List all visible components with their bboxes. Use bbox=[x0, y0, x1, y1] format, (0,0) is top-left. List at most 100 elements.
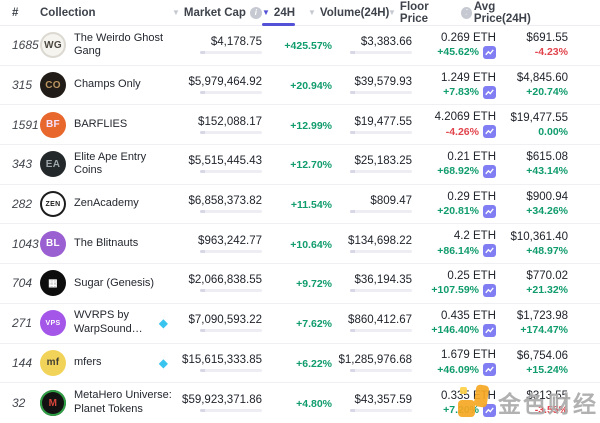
change-24h: +9.72% bbox=[296, 278, 332, 291]
column-header-collection: Collection bbox=[40, 3, 172, 23]
column-header-market_cap[interactable]: ▼ Market Cap i bbox=[172, 3, 262, 23]
floor-price-value: 0.435 ETH bbox=[441, 309, 496, 322]
floor-price-change: +7.83% bbox=[443, 86, 479, 99]
sparkline-icon[interactable] bbox=[483, 244, 496, 258]
avg-price-change: -4.23% bbox=[534, 46, 568, 59]
table-row[interactable]: 271 VPS WVRPS by WarpSound… ◆ $7,090,593… bbox=[0, 304, 600, 344]
collection-name[interactable]: The Blitnauts bbox=[74, 236, 139, 249]
column-header-avg[interactable]: ▼ Avg Price(24H) bbox=[462, 0, 584, 29]
market-cap-bar bbox=[200, 170, 262, 174]
floor-price-value: 4.2069 ETH bbox=[434, 111, 496, 124]
volume-value: $39,579.93 bbox=[354, 76, 412, 89]
column-header-volume[interactable]: ▼ Volume(24H) bbox=[308, 3, 412, 23]
collection-name[interactable]: The Weirdo Ghost Gang bbox=[74, 31, 164, 58]
table-row[interactable]: 282 ZEN ZenAcademy ◆ $6,858,373.82 +11.5… bbox=[0, 185, 600, 225]
info-icon[interactable]: i bbox=[460, 6, 472, 19]
avg-price-value: $4,845.60 bbox=[516, 72, 568, 85]
sparkline-icon[interactable] bbox=[483, 363, 496, 377]
table-row[interactable]: 144 mf mfers ◆ $15,615,333.85 +6.22% $1,… bbox=[0, 344, 600, 384]
volume-value: $860,412.67 bbox=[348, 314, 412, 327]
collection-avatar: VPS bbox=[40, 310, 66, 337]
rank: 704 bbox=[12, 276, 33, 291]
avg-price-change: +34.26% bbox=[526, 205, 568, 218]
table-row[interactable]: 1685 WG The Weirdo Ghost Gang ◆ $4,178.7… bbox=[0, 26, 600, 66]
column-header-h24[interactable]: ▼ 24H bbox=[262, 3, 332, 26]
collection-name[interactable]: ZenAcademy bbox=[74, 197, 139, 210]
avg-price-change: 0.00% bbox=[538, 125, 568, 138]
sparkline-icon[interactable] bbox=[483, 204, 496, 218]
market-cap-bar bbox=[200, 51, 262, 55]
market-cap-value: $4,178.75 bbox=[210, 36, 262, 49]
sort-caret-icon: ▼ bbox=[462, 7, 470, 17]
collection-name[interactable]: MetaHero Universe: Planet Tokens bbox=[74, 389, 172, 416]
floor-price-value: 1.249 ETH bbox=[441, 71, 496, 84]
volume-value: $19,477.55 bbox=[354, 115, 412, 128]
market-cap-value: $5,515,445.43 bbox=[188, 155, 262, 168]
avg-price-change: +174.47% bbox=[520, 324, 568, 337]
column-label: 24H bbox=[273, 6, 296, 19]
avg-price-change: +43.14% bbox=[526, 165, 568, 178]
table-row[interactable]: 704 ▦ Sugar (Genesis) ◆ $2,066,838.55 +9… bbox=[0, 264, 600, 304]
column-label: # bbox=[12, 6, 19, 19]
table-row[interactable]: 1591 BF BARFLIES ◆ $152,088.17 +12.99% $… bbox=[0, 105, 600, 146]
floor-price-change: +46.09% bbox=[437, 363, 479, 376]
change-24h: +6.22% bbox=[296, 357, 332, 370]
avg-price-change: +48.97% bbox=[526, 244, 568, 257]
collection-name[interactable]: WVRPS by WarpSound… bbox=[74, 309, 143, 336]
change-24h: +4.80% bbox=[296, 398, 332, 411]
market-cap-bar bbox=[200, 249, 262, 253]
avg-price-change: +15.24% bbox=[526, 363, 568, 376]
column-label: Volume(24H) bbox=[319, 6, 390, 19]
table-row[interactable]: 1043 BL The Blitnauts ◆ $963,242.77 +10.… bbox=[0, 224, 600, 265]
column-header-floor[interactable]: ▼ Floor Price i bbox=[388, 0, 496, 29]
collection-name[interactable]: BARFLIES bbox=[74, 117, 128, 130]
volume-bar bbox=[350, 249, 412, 253]
volume-value: $134,698.22 bbox=[348, 234, 412, 247]
collection-avatar: ZEN bbox=[40, 191, 66, 218]
rank: 144 bbox=[12, 355, 33, 370]
column-label: Market Cap bbox=[183, 6, 246, 19]
volume-bar bbox=[350, 210, 412, 214]
change-24h: +12.70% bbox=[290, 159, 332, 172]
sparkline-icon[interactable] bbox=[483, 125, 496, 139]
collection-name[interactable]: mfers bbox=[74, 355, 102, 368]
avg-price-value: $6,754.06 bbox=[516, 349, 568, 362]
floor-price-change: +20.81% bbox=[437, 205, 479, 218]
sort-caret-icon: ▼ bbox=[172, 7, 180, 17]
avg-price-value: $10,361.40 bbox=[510, 230, 568, 243]
sparkline-icon[interactable] bbox=[483, 45, 496, 59]
sparkline-icon[interactable] bbox=[483, 403, 496, 417]
sparkline-icon[interactable] bbox=[483, 164, 496, 178]
rank: 1043 bbox=[12, 236, 39, 251]
collection-name[interactable]: Elite Ape Entry Coins bbox=[74, 150, 147, 177]
market-cap-bar bbox=[200, 210, 262, 214]
avg-price-value: $615.08 bbox=[526, 151, 568, 164]
floor-price-value: 0.29 ETH bbox=[447, 190, 496, 203]
column-label: Floor Price bbox=[399, 0, 429, 25]
collection-avatar: mf bbox=[40, 349, 66, 376]
sort-caret-icon: ▼ bbox=[388, 7, 396, 17]
sparkline-icon[interactable] bbox=[483, 283, 496, 297]
collection-name[interactable]: Champs Only bbox=[74, 78, 141, 91]
collection-avatar: BL bbox=[40, 230, 66, 257]
market-cap-bar bbox=[200, 329, 262, 333]
sparkline-icon[interactable] bbox=[483, 323, 496, 337]
table-row[interactable]: 315 CO Champs Only ◆ $5,979,464.92 +20.9… bbox=[0, 66, 600, 106]
volume-value: $1,285,976.68 bbox=[338, 353, 412, 366]
avg-price-value: $691.55 bbox=[526, 32, 568, 45]
avg-price-value: $770.02 bbox=[526, 270, 568, 283]
sparkline-icon[interactable] bbox=[483, 85, 496, 99]
diamond-icon: ◆ bbox=[158, 355, 168, 370]
table-row[interactable]: 343 EA Elite Ape Entry Coins ◆ $5,515,44… bbox=[0, 145, 600, 185]
market-cap-value: $59,923,371.86 bbox=[182, 394, 262, 407]
floor-price-change: +86.14% bbox=[437, 244, 479, 257]
volume-bar bbox=[350, 329, 412, 333]
collection-name[interactable]: Sugar (Genesis) bbox=[74, 276, 155, 289]
floor-price-value: 0.269 ETH bbox=[441, 31, 496, 44]
collection-avatar: ▦ bbox=[40, 270, 66, 297]
change-24h: +7.62% bbox=[296, 318, 332, 331]
info-icon[interactable]: i bbox=[249, 6, 262, 19]
floor-price-value: 0.25 ETH bbox=[447, 269, 496, 282]
table-row[interactable]: 32 M MetaHero Universe: Planet Tokens ◆ … bbox=[0, 383, 600, 423]
